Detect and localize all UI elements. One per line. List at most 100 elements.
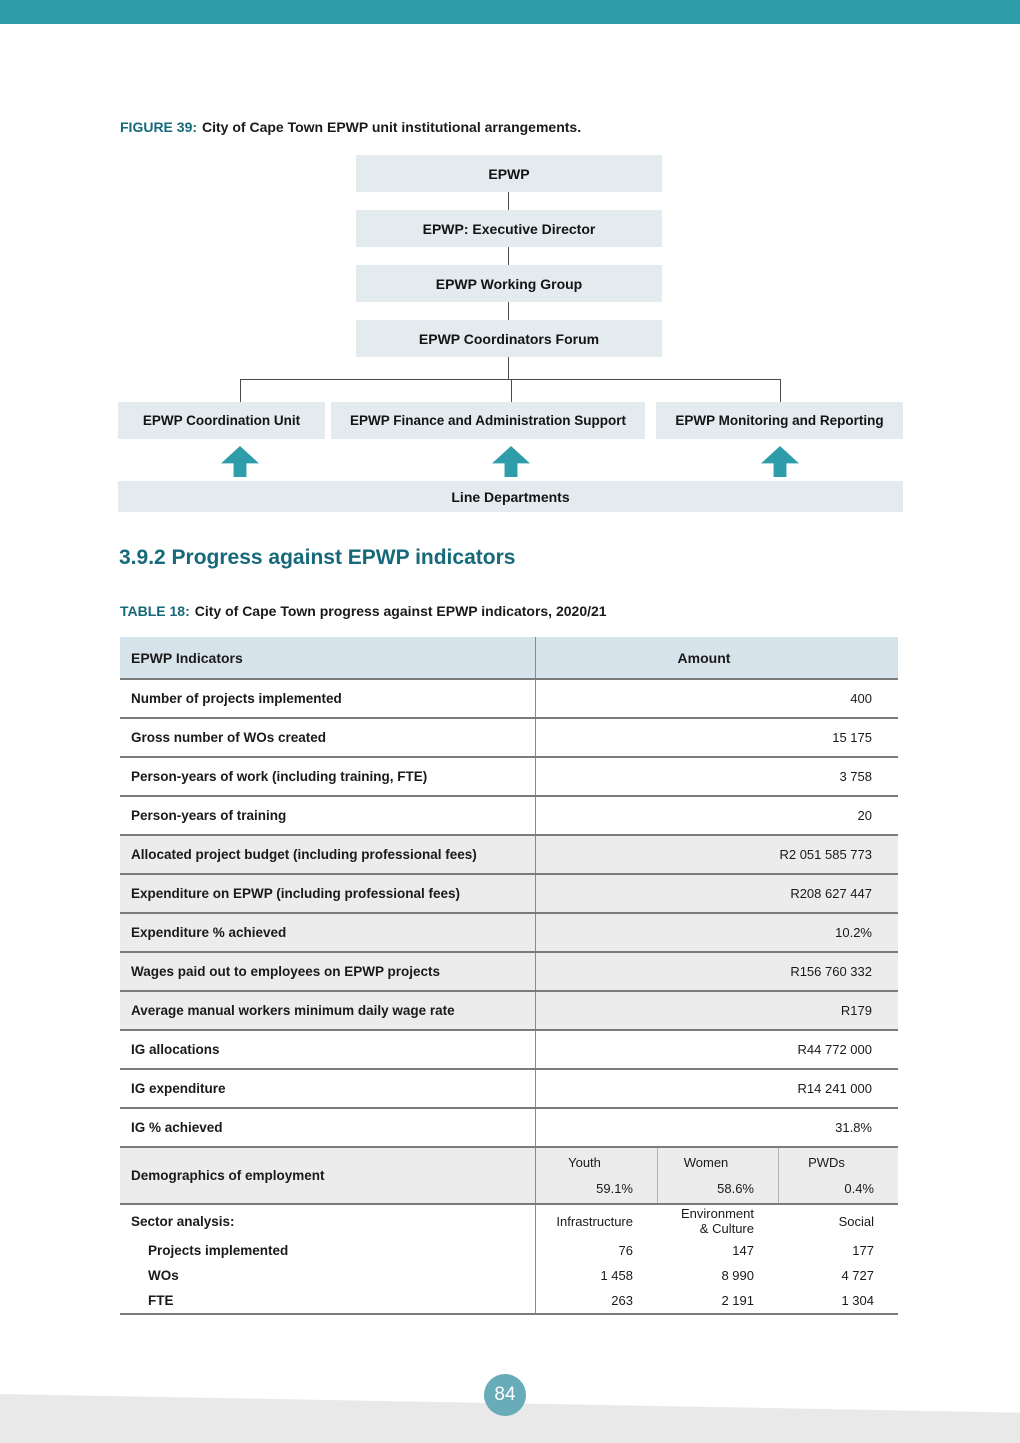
- row-label: Average manual workers minimum daily wag…: [120, 992, 536, 1029]
- table-row: Average manual workers minimum daily wag…: [120, 992, 898, 1031]
- org-box-executive-director: EPWP: Executive Director: [356, 210, 662, 247]
- row-label: Expenditure % achieved: [120, 914, 536, 951]
- org-box-finance-admin-support: EPWP Finance and Administration Support: [331, 402, 645, 439]
- section-heading: 3.9.2 Progress against EPWP indicators: [119, 546, 516, 569]
- row-label: Number of projects implemented: [120, 680, 536, 717]
- table-row: Gross number of WOs created 15 175: [120, 719, 898, 758]
- table-row: Number of projects implemented 400: [120, 680, 898, 719]
- row-value: 15 175: [832, 730, 872, 745]
- figure-label: FIGURE 39:: [120, 119, 198, 135]
- row-label: Person-years of work (including training…: [120, 758, 536, 795]
- row-value: 31.8%: [835, 1120, 872, 1135]
- table-row: Expenditure on EPWP (including professio…: [120, 875, 898, 914]
- epwp-indicators-table: EPWP Indicators Amount Number of project…: [120, 637, 898, 1315]
- connector-line: [508, 357, 509, 379]
- demo-value: 58.6%: [717, 1181, 754, 1196]
- up-arrow-icon: [761, 446, 799, 477]
- row-value: 177: [852, 1243, 874, 1258]
- row-value: 20: [857, 808, 872, 823]
- connector-line: [780, 379, 781, 402]
- row-value: R44 772 000: [797, 1042, 872, 1057]
- table-row: Person-years of training 20: [120, 797, 898, 836]
- row-value: 2 191: [721, 1293, 754, 1308]
- org-box-epwp: EPWP: [356, 155, 662, 192]
- table-caption-text: City of Cape Town progress against EPWP …: [194, 603, 607, 619]
- sector-row: WOs 1 458 8 990 4 727: [120, 1263, 898, 1288]
- row-value: R179: [840, 1003, 872, 1018]
- demographics-row: Demographics of employment Youth 59.1% W…: [120, 1148, 898, 1205]
- row-value: 263: [611, 1293, 633, 1308]
- demo-value: 0.4%: [844, 1181, 874, 1196]
- connector-line: [508, 302, 509, 320]
- row-label: Gross number of WOs created: [120, 719, 536, 756]
- table-row: IG allocations R44 772 000: [120, 1031, 898, 1070]
- row-label: Person-years of training: [120, 797, 536, 834]
- row-value: R156 760 332: [790, 964, 872, 979]
- connector-branch-line: [240, 379, 781, 380]
- up-arrow-icon: [221, 446, 259, 477]
- org-box-monitoring-reporting: EPWP Monitoring and Reporting: [656, 402, 903, 439]
- row-label: IG % achieved: [120, 1109, 536, 1146]
- row-label: IG expenditure: [120, 1070, 536, 1107]
- demo-header: Youth: [568, 1155, 601, 1170]
- table-row: Allocated project budget (including prof…: [120, 836, 898, 875]
- row-label: Allocated project budget (including prof…: [120, 836, 536, 873]
- table-label: TABLE 18:: [120, 603, 190, 619]
- row-label: Expenditure on EPWP (including professio…: [120, 875, 536, 912]
- row-value: R208 627 447: [790, 886, 872, 901]
- demographics-label: Demographics of employment: [120, 1148, 536, 1203]
- sector-analysis-block: Sector analysis: Infrastructure Environm…: [120, 1205, 898, 1315]
- row-value: 10.2%: [835, 925, 872, 940]
- row-value: R2 051 585 773: [779, 847, 872, 862]
- demo-value: 59.1%: [596, 1181, 633, 1196]
- row-value: 76: [618, 1243, 633, 1258]
- demo-header: Women: [683, 1155, 729, 1170]
- org-box-coordination-unit: EPWP Coordination Unit: [118, 402, 325, 439]
- table-row: IG expenditure R14 241 000: [120, 1070, 898, 1109]
- row-value: 1 304: [841, 1293, 874, 1308]
- row-value: 3 758: [839, 769, 872, 784]
- column-header-amount: Amount: [677, 649, 731, 666]
- table-row: Expenditure % achieved 10.2%: [120, 914, 898, 953]
- connector-line: [508, 192, 509, 210]
- demo-col-youth: Youth 59.1%: [536, 1148, 657, 1203]
- table-row: IG % achieved 31.8%: [120, 1109, 898, 1148]
- sector-col-header: Environment & Culture: [681, 1205, 754, 1236]
- figure-caption-text: City of Cape Town EPWP unit institutiona…: [202, 119, 582, 135]
- table-caption: TABLE 18: City of Cape Town progress agai…: [120, 603, 607, 619]
- row-label: WOs: [120, 1263, 536, 1288]
- row-value: 8 990: [721, 1268, 754, 1283]
- figure-caption: FIGURE 39: City of Cape Town EPWP unit in…: [120, 119, 581, 135]
- top-accent-bar: [0, 0, 1020, 24]
- row-value: 4 727: [841, 1268, 874, 1283]
- connector-line: [240, 379, 241, 402]
- row-label: Projects implemented: [120, 1238, 536, 1263]
- column-header-indicators: EPWP Indicators: [120, 637, 536, 678]
- demo-col-pwds: PWDs 0.4%: [778, 1148, 898, 1203]
- table-header-row: EPWP Indicators Amount: [120, 637, 898, 680]
- sector-label: Sector analysis:: [120, 1205, 536, 1238]
- table-row: Wages paid out to employees on EPWP proj…: [120, 953, 898, 992]
- row-label: IG allocations: [120, 1031, 536, 1068]
- up-arrow-icon: [492, 446, 530, 477]
- row-value: R14 241 000: [797, 1081, 872, 1096]
- sector-row: FTE 263 2 191 1 304: [120, 1288, 898, 1313]
- sector-row: Projects implemented 76 147 177: [120, 1238, 898, 1263]
- row-label: FTE: [120, 1288, 536, 1313]
- demo-header: PWDs: [808, 1155, 845, 1170]
- sector-header-row: Sector analysis: Infrastructure Environm…: [120, 1205, 898, 1238]
- connector-line: [511, 379, 512, 402]
- org-box-line-departments: Line Departments: [118, 481, 903, 512]
- sector-col-header: Social: [838, 1214, 874, 1229]
- sector-col-header: Infrastructure: [556, 1214, 633, 1229]
- org-box-coordinators-forum: EPWP Coordinators Forum: [356, 320, 662, 357]
- row-value: 147: [732, 1243, 754, 1258]
- row-value: 1 458: [600, 1268, 633, 1283]
- row-value: 400: [850, 691, 872, 706]
- connector-line: [508, 247, 509, 265]
- demo-col-women: Women 58.6%: [657, 1148, 778, 1203]
- row-label: Wages paid out to employees on EPWP proj…: [120, 953, 536, 990]
- table-row: Person-years of work (including training…: [120, 758, 898, 797]
- org-box-working-group: EPWP Working Group: [356, 265, 662, 302]
